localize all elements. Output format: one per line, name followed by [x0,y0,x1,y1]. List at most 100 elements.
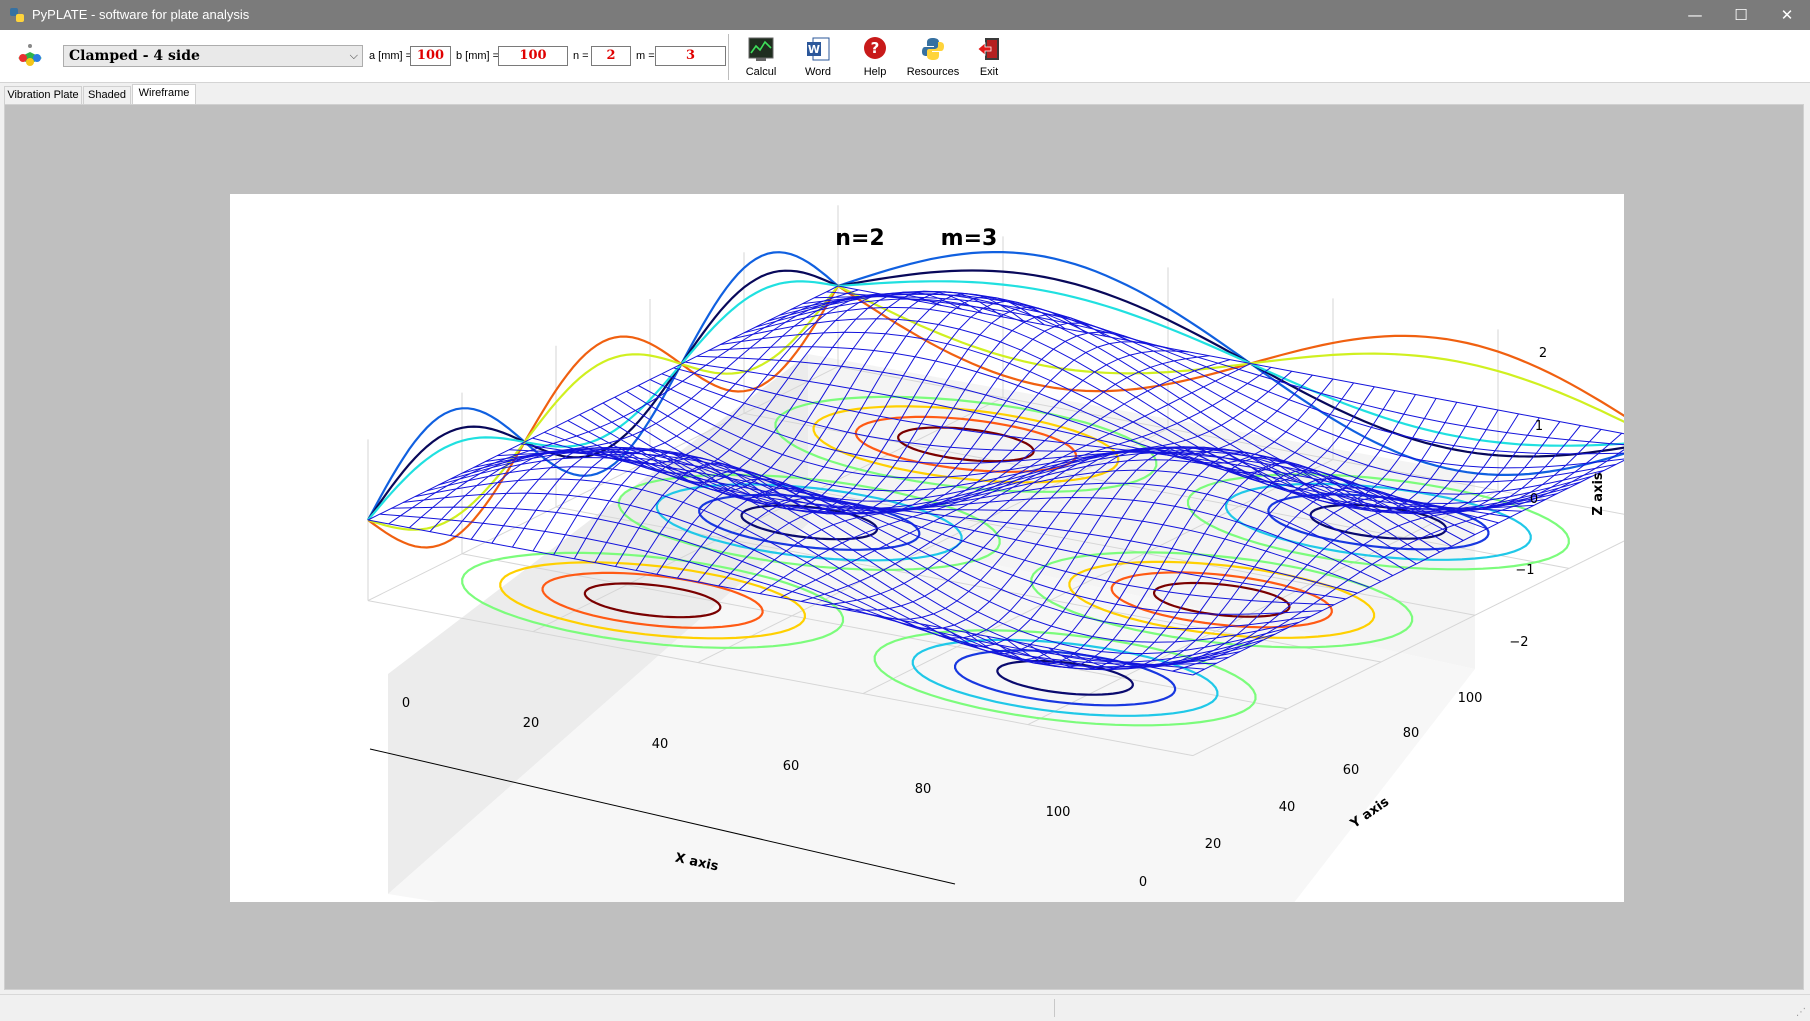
wire-line [842,374,1313,611]
tab-vibration-plate[interactable]: Vibration Plate [4,86,82,104]
wire-line [821,370,1293,606]
contour-line [1068,560,1376,639]
wire-line [1027,409,1499,670]
wire-line [1151,432,1623,668]
z-tick: 2 [1539,346,1547,361]
wire-line [673,367,1499,524]
wire-line [986,402,1458,665]
wire-line [614,396,1441,553]
word-label: Word [804,66,832,78]
maximize-button[interactable]: ☐ [1734,6,1748,24]
wire-line [626,390,1452,547]
param-n-label: n = [573,50,589,62]
resize-grip-icon[interactable]: ⋰ [1796,1007,1806,1018]
back-pane [808,354,1475,669]
grid-line [532,397,1004,633]
python-icon [922,38,944,60]
param-a-input[interactable]: 100 [410,46,451,66]
help-button[interactable]: ? Help [849,36,901,80]
boundary-condition-select[interactable]: Clamped - 4 side ⌵ [63,45,363,67]
app-logo-icon [18,44,42,66]
contour-line [740,504,878,541]
param-n-input[interactable]: 2 [591,46,631,66]
projection-curve [367,285,839,549]
wire-line [790,291,1617,483]
grid-line [367,600,1194,757]
y-tick: 0 [1139,875,1147,890]
projection-curve [367,251,839,521]
wireframe-plot[interactable]: n=2 m=3 0 20 40 60 80 100 X axis 0 20 40… [230,194,1664,1021]
exit-label: Exit [979,66,999,78]
svg-text:?: ? [871,39,880,57]
resources-label: Resources [906,66,960,78]
grid-line [367,366,839,602]
projection-curve [367,285,839,531]
title-bar: PyPLATE - software for plate analysis — … [0,0,1810,30]
chevron-down-icon: ⌵ [349,49,358,62]
wire-line [661,373,1487,530]
wire-line [826,291,1652,448]
x-tick: 0 [402,696,410,711]
y-tick: 60 [1343,763,1360,778]
wireframe-mesh [367,285,1664,676]
z-axis-label: Z axis [1591,472,1606,516]
contour-line [499,561,807,640]
contour-line [541,571,764,629]
plot-title-n: n=2 [835,226,884,251]
contour-line [583,582,722,619]
grid-line [862,459,1334,695]
python-app-icon [10,8,24,22]
projection-curve [367,280,839,521]
wire-line [1110,425,1581,667]
plot-title-m: m=3 [941,226,998,251]
wire-line [1131,429,1602,666]
param-m-input[interactable]: 3 [655,46,726,66]
wire-line [649,379,1476,536]
wire-line [696,355,1523,512]
help-icon: ? [864,37,886,59]
x-tick: 20 [523,716,540,731]
calcul-button[interactable]: Calcul [735,36,787,80]
left-pane [388,354,808,894]
z-tick: −1 [1515,563,1534,578]
y-tick: 100 [1458,691,1483,706]
wire-line [1069,417,1540,670]
x-tick: 80 [915,782,932,797]
svg-text:W: W [808,43,820,56]
close-button[interactable]: ✕ [1780,6,1794,24]
contour-line [954,649,1177,707]
calcul-label: Calcul [745,66,777,78]
param-b-input[interactable]: 100 [498,46,568,66]
chart-icon [748,37,774,61]
wire-line [924,390,1396,647]
param-a-label: a [mm] = [369,50,413,62]
word-button[interactable]: W Word [792,36,844,80]
param-b-label: b [mm] = [456,50,500,62]
plot-figure[interactable]: n=2 m=3 0 20 40 60 80 100 X axis 0 20 40… [230,194,1664,1021]
x-tick: 60 [783,759,800,774]
y-tick: 20 [1205,837,1222,852]
resources-button[interactable]: Resources [900,36,966,80]
grid-line [1027,490,1499,726]
grid-line [743,412,1570,569]
z-tick: 1 [1535,419,1543,434]
contour-line [1309,503,1448,540]
exit-button[interactable]: Exit [963,36,1015,80]
wire-line [837,285,1664,442]
z-tick: 0 [1530,492,1538,507]
y-tick: 80 [1403,726,1420,741]
x-tick: 100 [1046,805,1071,820]
minimize-button[interactable]: — [1687,6,1703,24]
help-label: Help [863,66,887,78]
z-axis: 2 1 0 −1 −2 Z axis [1509,346,1606,650]
tab-shaded[interactable]: Shaded [83,86,131,104]
tab-wireframe[interactable]: Wireframe [132,84,196,105]
window-title: PyPLATE - software for plate analysis [32,7,250,22]
wire-line [1172,436,1643,672]
wire-line [800,366,1272,602]
exit-icon [977,38,999,60]
toolbar: Clamped - 4 side ⌵ a [mm] = 100 b [mm] =… [0,30,1810,83]
wire-line [802,293,1628,469]
wire-line [1048,413,1520,671]
contour-line [698,493,921,551]
